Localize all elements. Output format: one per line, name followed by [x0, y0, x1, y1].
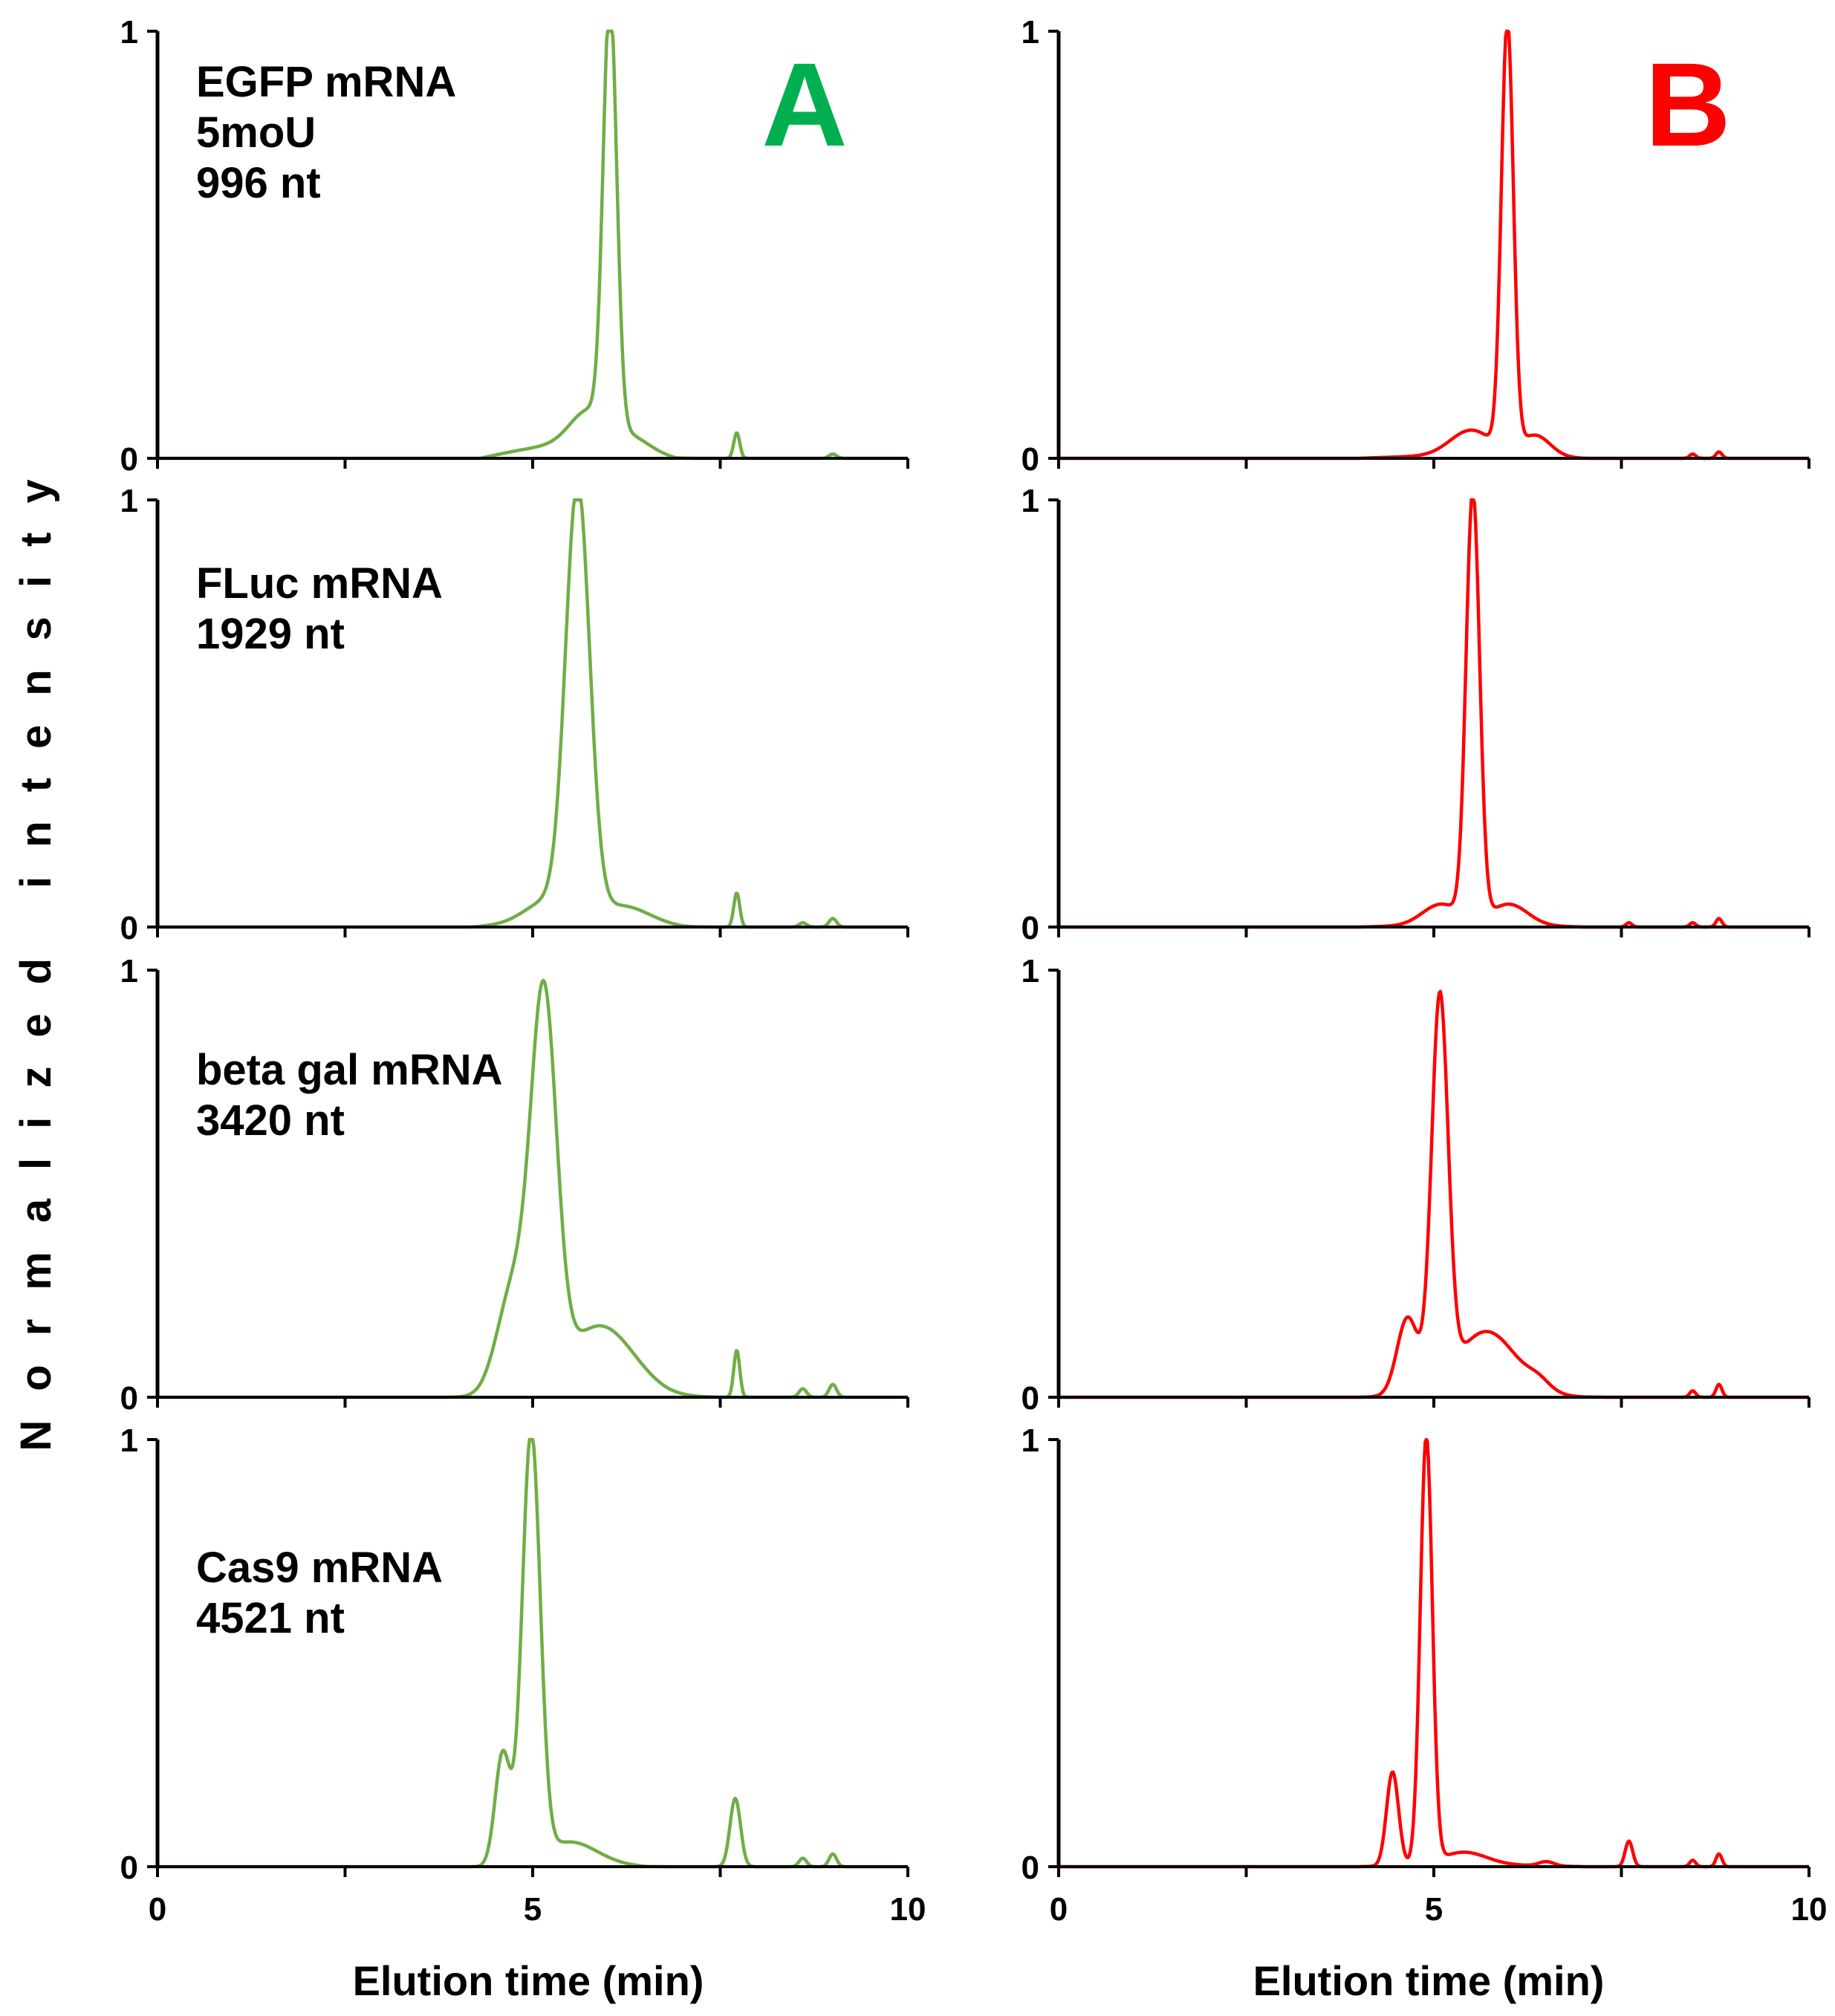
- y-tick-label: 0: [120, 910, 138, 946]
- y-tick-label: 1: [120, 483, 138, 519]
- y-tick-label: 0: [1022, 441, 1039, 478]
- y-tick-label: 1: [1022, 1422, 1039, 1459]
- x-tick-label: 10: [890, 1891, 926, 1928]
- panel-label-a: A: [761, 38, 848, 171]
- y-tick-label: 1: [120, 1422, 138, 1459]
- y-tick-label: 1: [120, 953, 138, 989]
- x-tick-label: 0: [1050, 1891, 1068, 1928]
- x-tick-label: 5: [1425, 1891, 1443, 1928]
- sample-annotation-line: 5moU: [196, 108, 316, 157]
- chart-panel-b-4: 010 5 10: [1022, 1422, 1828, 1928]
- sample-annotation-line: EGFP mRNA: [196, 58, 456, 106]
- y-tick-label: 1: [120, 14, 138, 51]
- series-line: [1058, 989, 1810, 1399]
- y-tick-label: 1: [1022, 14, 1039, 51]
- x-axis-title-left: Elution time (min): [353, 1957, 704, 2004]
- sample-annotation-line: 996 nt: [196, 159, 321, 207]
- x-tick-label: 5: [524, 1891, 542, 1928]
- series-line: [157, 1437, 909, 1869]
- y-tick-label: 1: [1022, 953, 1039, 989]
- chart-panel-b-1: 01: [1022, 14, 1810, 478]
- sample-annotation-line: FLuc mRNA: [196, 559, 443, 608]
- y-tick-label: 0: [1022, 910, 1039, 946]
- y-tick-label: 0: [120, 1380, 138, 1417]
- y-tick-label: 0: [120, 441, 138, 478]
- series-line: [1058, 1437, 1810, 1869]
- y-tick-label: 0: [1022, 1380, 1039, 1417]
- panel-label-b: B: [1645, 38, 1731, 171]
- chart-panel-b-3: 01: [1022, 953, 1810, 1417]
- sample-annotation-line: 3420 nt: [196, 1096, 345, 1145]
- sample-annotation-line: 1929 nt: [196, 610, 345, 658]
- x-tick-label: 10: [1791, 1891, 1828, 1928]
- sample-annotation-line: 4521 nt: [196, 1594, 345, 1642]
- series-line: [1058, 498, 1810, 929]
- x-axis-title-right: Elution time (min): [1253, 1957, 1605, 2004]
- chart-panel-b-2: 01: [1022, 483, 1810, 946]
- y-tick-label: 1: [1022, 483, 1039, 519]
- sample-annotation-line: Cas9 mRNA: [196, 1544, 443, 1592]
- series-line: [157, 978, 909, 1399]
- y-tick-label: 0: [1022, 1850, 1039, 1886]
- x-tick-label: 0: [149, 1891, 166, 1928]
- y-tick-label: 0: [120, 1850, 138, 1886]
- sample-annotation-line: beta gal mRNA: [196, 1046, 503, 1094]
- y-axis-title: Normalized intensity: [12, 450, 60, 1451]
